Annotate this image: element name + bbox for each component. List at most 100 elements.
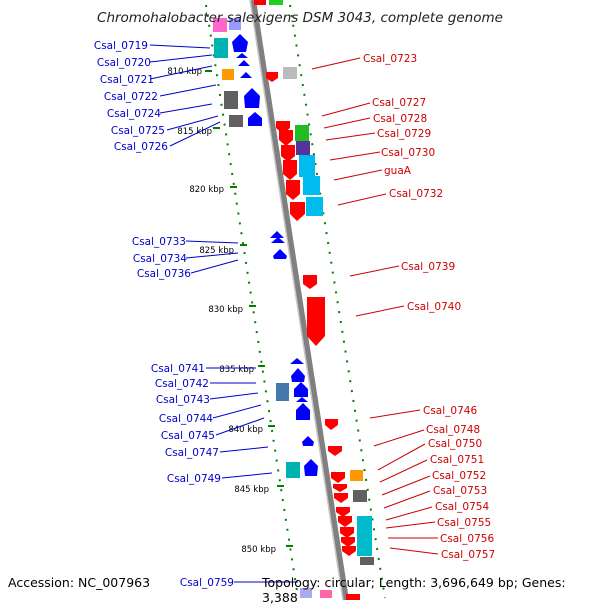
track-guides <box>205 4 386 599</box>
gene-label: Csal_0743 <box>156 394 210 406</box>
gene-feature <box>346 594 360 600</box>
gene-feature <box>296 397 308 402</box>
gene-feature <box>333 484 347 492</box>
gene-label: Csal_0755 <box>437 517 491 529</box>
gene-feature <box>336 507 350 517</box>
gene-feature <box>299 155 315 177</box>
tick-label: 825 kbp <box>199 246 234 256</box>
gene-feature <box>271 237 285 243</box>
gene-label: Csal_0739 <box>401 261 455 273</box>
gene-feature <box>331 472 345 483</box>
backbone <box>249 0 349 600</box>
gene-label: Csal_0729 <box>377 128 431 140</box>
tick-label: 830 kbp <box>208 305 243 315</box>
gene-feature <box>240 72 252 78</box>
gene-feature <box>229 115 243 127</box>
gene-label: Csal_0728 <box>373 113 427 125</box>
gene-feature <box>266 72 278 82</box>
gene-feature <box>302 436 314 446</box>
gene-feature <box>304 459 318 476</box>
tick-label: 835 kbp <box>219 365 254 375</box>
gene-label: Csal_0720 <box>97 57 151 69</box>
reverse-strand-features <box>213 18 318 598</box>
gene-label: Csal_0752 <box>432 470 486 482</box>
gene-label: Csal_0726 <box>114 141 168 153</box>
gene-feature <box>269 0 283 5</box>
gene-label: Csal_0724 <box>107 108 161 120</box>
gene-feature <box>254 0 266 5</box>
gene-feature <box>213 18 227 32</box>
gene-label: Csal_0730 <box>381 147 435 159</box>
gene-feature <box>286 180 300 200</box>
gene-feature <box>290 202 305 221</box>
gene-label: Csal_0745 <box>161 430 215 442</box>
genome-title: Chromohalobacter salexigens DSM 3043, co… <box>97 10 503 26</box>
right-labels <box>311 57 439 555</box>
gene-label: Csal_0749 <box>167 473 221 485</box>
gene-feature <box>296 141 310 155</box>
gene-feature <box>283 160 297 180</box>
gene-feature <box>244 88 260 108</box>
gene-label: Csal_0732 <box>389 188 443 200</box>
gene-label: Csal_0757 <box>441 549 495 561</box>
gene-label: Csal_0727 <box>372 97 426 109</box>
gene-feature <box>320 590 332 598</box>
gene-feature <box>303 176 320 195</box>
gene-label: Csal_0721 <box>100 74 154 86</box>
gene-feature <box>296 403 310 420</box>
gene-feature <box>286 462 300 478</box>
gene-label: Csal_0734 <box>133 253 187 265</box>
gene-label: Csal_0744 <box>159 413 213 425</box>
gene-label: Csal_0759 <box>180 577 234 589</box>
gene-feature <box>360 557 374 565</box>
gene-feature <box>303 275 317 289</box>
gene-label: guaA <box>384 165 412 177</box>
gene-feature <box>325 419 338 430</box>
gene-feature <box>340 527 354 538</box>
gene-label: Csal_0756 <box>440 533 494 545</box>
gene-feature <box>273 249 287 259</box>
forward-strand-features <box>254 0 374 600</box>
gene-label: Csal_0748 <box>426 424 480 436</box>
gene-feature <box>224 91 238 109</box>
gene-feature <box>281 145 295 162</box>
gene-feature <box>350 470 363 481</box>
gene-label: Csal_0733 <box>132 236 186 248</box>
accession-text: Accession: NC_007963 <box>8 575 151 590</box>
left-labels <box>149 44 298 583</box>
gene-feature <box>283 67 297 79</box>
gene-label: Csal_0725 <box>111 125 165 137</box>
gene-feature <box>290 358 304 364</box>
gene-label: Csal_0722 <box>104 91 158 103</box>
gene-label: Csal_0751 <box>430 454 484 466</box>
tick-label: 850 kbp <box>241 545 276 555</box>
gene-feature <box>357 516 372 556</box>
tick-label: 840 kbp <box>228 425 263 435</box>
gene-feature <box>341 537 355 547</box>
gene-label: Csal_0746 <box>423 405 477 417</box>
gene-label: Csal_0754 <box>435 501 489 513</box>
gene-label: Csal_0740 <box>407 301 461 313</box>
gene-feature <box>328 446 342 456</box>
gene-label: Csal_0736 <box>137 268 191 280</box>
gene-feature <box>214 38 228 58</box>
gene-feature <box>307 297 325 346</box>
gene-feature <box>342 546 356 556</box>
tick-label: 820 kbp <box>189 185 224 195</box>
gene-feature <box>238 60 250 66</box>
gene-label: Csal_0719 <box>94 40 148 52</box>
gene-label: Csal_0753 <box>433 485 487 497</box>
gene-feature <box>306 197 323 216</box>
gene-feature <box>276 383 289 401</box>
gene-feature <box>270 231 284 238</box>
gene-feature <box>353 490 367 502</box>
tick-label: 845 kbp <box>234 485 269 495</box>
gene-feature <box>279 130 293 146</box>
gene-feature <box>248 112 262 126</box>
gene-feature <box>229 18 241 30</box>
gene-feature <box>236 53 248 58</box>
gene-feature <box>295 125 309 141</box>
gene-feature <box>291 368 305 382</box>
gene-feature <box>222 69 234 80</box>
